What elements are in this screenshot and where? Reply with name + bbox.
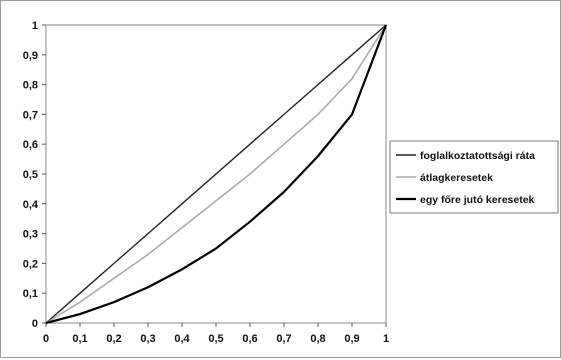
x-axis: 0 0,1 0,2 0,3 0,4 0,5 0,6 0,7 0,8 0,9 1 (43, 323, 389, 345)
y-tick-label: 1 (32, 20, 38, 32)
x-tick-label: 0,2 (106, 333, 121, 345)
series-line-3 (45, 24, 388, 325)
y-tick-label: 0,3 (23, 229, 38, 241)
x-tick-label: 0 (43, 333, 49, 345)
legend-label: foglalkoztatottsági ráta (420, 150, 535, 162)
legend-label: átlagkeresetek (420, 172, 493, 184)
y-tick-label: 0 (32, 318, 38, 330)
x-tick-label: 0,6 (242, 333, 257, 345)
y-tick-label: 0,6 (23, 139, 38, 151)
y-tick-label: 0,8 (23, 80, 38, 92)
y-tick-label: 0,7 (23, 109, 38, 121)
y-tick-label: 0,5 (23, 169, 38, 181)
x-tick-label: 0,4 (174, 333, 190, 345)
y-tick-label: 0,4 (23, 199, 39, 211)
x-tick-label: 0,8 (310, 333, 325, 345)
x-tick-label: 0,1 (72, 333, 87, 345)
series-layer (45, 24, 388, 325)
x-tick-label: 1 (383, 333, 389, 345)
x-tick-label: 0,9 (344, 333, 359, 345)
y-axis: 0 0,1 0,2 0,3 0,4 0,5 0,6 0,7 0,8 0,9 1 (23, 20, 46, 330)
legend-label: egy főre jutó keresetek (420, 194, 535, 206)
series-line-1 (45, 24, 387, 324)
y-tick-label: 0,2 (23, 258, 38, 270)
y-tick-label: 0,9 (23, 50, 38, 62)
legend-box (389, 140, 559, 214)
legend: foglalkoztatottsági ráta átlagkeresetek eg… (389, 140, 559, 214)
x-tick-label: 0,5 (208, 333, 223, 345)
x-tick-label: 0,3 (140, 333, 155, 345)
series-line-2 (45, 24, 387, 324)
x-tick-label: 0,7 (276, 333, 291, 345)
y-tick-label: 0,1 (23, 288, 38, 300)
